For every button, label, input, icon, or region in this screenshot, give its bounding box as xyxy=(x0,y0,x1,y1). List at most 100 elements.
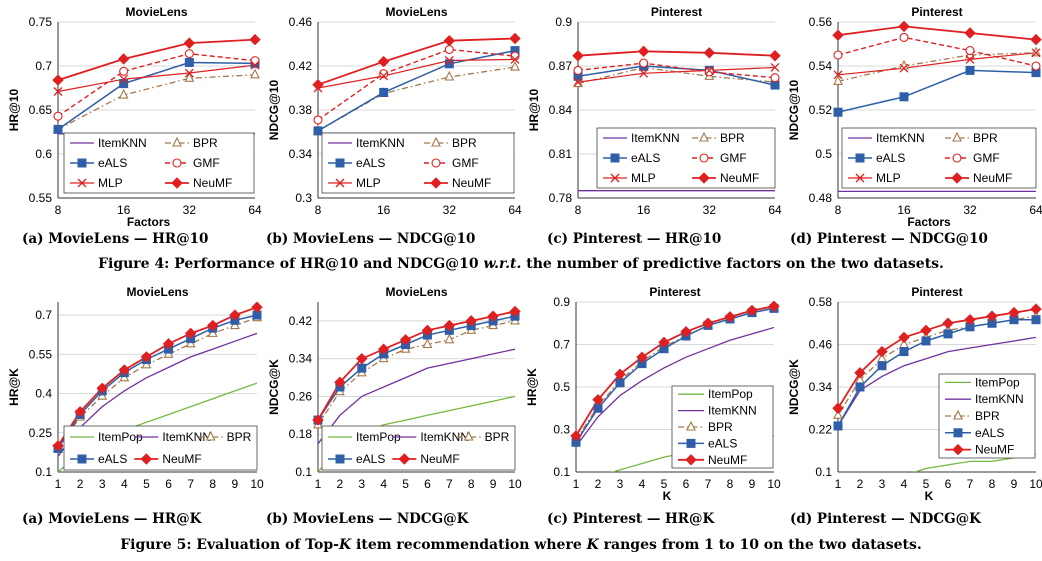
plot-title: MovieLens xyxy=(126,285,188,299)
y-tick-label: 0.3 xyxy=(553,423,570,437)
marker-layer xyxy=(570,300,780,447)
y-tick-label: 0.7 xyxy=(35,59,52,73)
subcaption-fig5a: (a) MovieLens — HR@K xyxy=(22,511,202,527)
data-point-neumf xyxy=(334,376,346,388)
data-point-mlp xyxy=(1031,48,1041,58)
x-tick-label: 6 xyxy=(165,477,172,491)
x-tick-label: 5 xyxy=(923,477,930,491)
series-line-itemknn xyxy=(838,336,1036,427)
subcaption-fig4d: (d) Pinterest — NDCG@10 xyxy=(790,231,988,247)
legend-marker-bpr xyxy=(952,131,962,142)
y-tick-label: 0.1 xyxy=(553,465,570,479)
x-tick-label: 64 xyxy=(248,203,262,217)
y-tick-label: 0.9 xyxy=(555,15,572,29)
data-point-neumf xyxy=(399,334,412,346)
data-point-neumf xyxy=(52,74,64,86)
series-line-gmf xyxy=(318,48,515,121)
legend-label-bpr: BPR xyxy=(720,131,745,145)
data-point-neumf xyxy=(487,310,499,322)
marker-layer xyxy=(312,32,521,136)
y-tick-label: 0.22 xyxy=(809,423,833,437)
legend-box xyxy=(63,132,255,194)
data-point-neumf xyxy=(443,34,456,47)
data-point-gmf xyxy=(639,58,649,68)
y-tick-label: 0.48 xyxy=(809,191,833,205)
chart-svg-fig4b: MovieLens 0.3 0.34 0.38 0.42 0.46 8 16 32 64 NDCG@… xyxy=(267,5,522,217)
figure5-caption-middle: item recommendation where xyxy=(356,537,582,553)
legend-label-bpr: BPR xyxy=(452,136,477,150)
data-point-mlp xyxy=(119,74,129,84)
y-tick-label: 0.3 xyxy=(295,191,312,205)
x-tick-label: 8 xyxy=(989,477,996,491)
legend-label-eals: eALS xyxy=(631,151,660,165)
series-line-eals xyxy=(58,314,257,449)
data-point-eals xyxy=(379,87,389,97)
y-tick-label: 0.46 xyxy=(809,338,833,352)
series-line-itemknn xyxy=(576,326,774,447)
data-point-neumf xyxy=(637,45,650,58)
data-point-neumf xyxy=(229,309,241,321)
data-point-neumf xyxy=(572,50,584,62)
x-tick-label: 1 xyxy=(835,477,842,491)
legend-label-itemknn: ItemKNN xyxy=(708,404,757,418)
legend: ItemKNN BPR eALS GMF MLP NeuMF xyxy=(321,132,515,194)
legend: ItemPop ItemKNN BPR eALS NeuMF xyxy=(63,425,258,471)
series-line-neumf xyxy=(318,37,515,86)
figure4-caption: Figure 4: Performance of HR@10 and NDCG@… xyxy=(0,256,1042,272)
x-tick-label: 2 xyxy=(337,477,344,491)
x-tick-label: 10 xyxy=(767,477,781,491)
data-point-neumf xyxy=(614,368,626,380)
series-line-eals xyxy=(576,307,774,443)
data-point-bpr xyxy=(444,333,455,344)
y-tick-label: 0.34 xyxy=(289,147,313,161)
legend-marker-neumf xyxy=(951,172,963,184)
x-tick-label: 4 xyxy=(380,477,387,491)
marker-layer xyxy=(52,33,261,134)
data-point-eals xyxy=(357,363,367,373)
y-axis-label: HR@K xyxy=(525,368,539,406)
figure5-caption-k: K xyxy=(338,537,352,553)
data-point-neumf xyxy=(876,345,888,358)
y-tick-label: 0.84 xyxy=(549,103,573,117)
legend-label-bpr: BPR xyxy=(485,430,510,444)
data-point-bpr xyxy=(444,70,455,81)
series-line-eals xyxy=(838,69,1036,113)
data-point-neumf xyxy=(183,37,196,49)
data-point-neumf xyxy=(1030,33,1042,46)
x-tick-label: 8 xyxy=(575,203,582,217)
x-tick-label: 5 xyxy=(143,477,150,491)
plot-area xyxy=(58,38,255,135)
data-point-gmf xyxy=(250,56,260,66)
x-tick-label: 6 xyxy=(424,477,431,491)
legend-label-eals: eALS xyxy=(98,452,127,466)
data-point-neumf xyxy=(162,338,175,350)
x-tick-label: 8 xyxy=(835,203,842,217)
x-tick-label: 6 xyxy=(683,477,690,491)
x-axis-label: K xyxy=(663,489,672,503)
data-point-gmf xyxy=(184,49,194,59)
legend-label-itempop: ItemPop xyxy=(708,387,753,401)
series-line-mlp xyxy=(318,58,515,89)
legend: ItemKNN BPR eALS GMF MLP NeuMF xyxy=(841,127,1037,189)
data-point-neumf xyxy=(724,311,736,323)
legend-label-eals: eALS xyxy=(975,426,1004,440)
x-axis-label: K xyxy=(925,489,934,503)
data-point-neumf xyxy=(768,300,780,312)
chart-fig5a: MovieLens 0.1 0.25 0.4 0.55 0.7 1 2 3 4 5 6 7 8 9 10 HR@… xyxy=(0,280,264,512)
x-tick-label: 2 xyxy=(77,477,84,491)
y-tick-label: 0.1 xyxy=(295,465,312,479)
data-point-neumf xyxy=(377,55,390,68)
y-tick-label: 0.42 xyxy=(289,59,313,73)
data-point-mlp xyxy=(444,56,454,65)
legend: ItemPop ItemKNN BPR eALS NeuMF xyxy=(671,385,774,469)
plot-title: Pinterest xyxy=(911,285,962,299)
y-axis-label: HR@10 xyxy=(527,88,541,131)
x-tick-label: 3 xyxy=(879,477,886,491)
figure5-caption-suffix: ranges from 1 to 10 on the two datasets. xyxy=(603,537,922,553)
series-line-neumf xyxy=(58,38,255,81)
data-point-neumf xyxy=(592,394,604,406)
subcaption-fig5b: (b) MovieLens — NDCG@K xyxy=(266,511,469,527)
data-point-neumf xyxy=(509,32,521,45)
series-line-bpr xyxy=(576,307,774,441)
legend-box xyxy=(321,132,515,194)
